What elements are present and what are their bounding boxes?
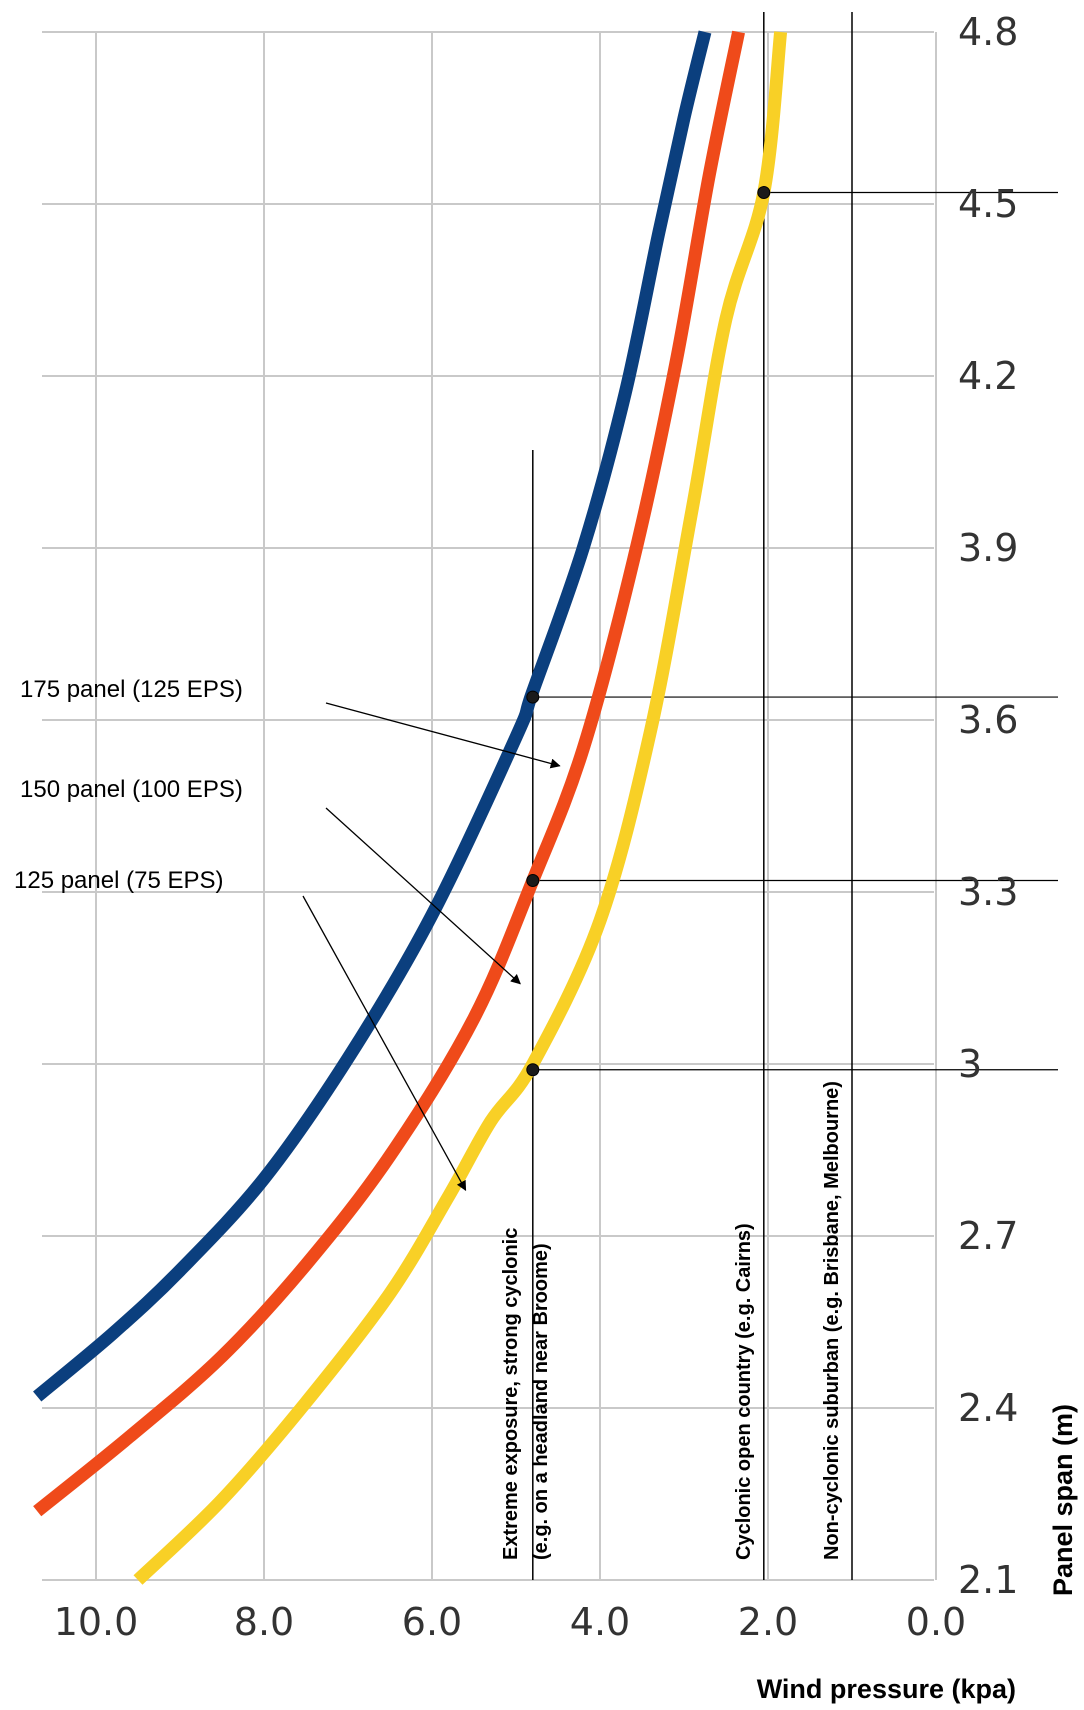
y-tick-label: 4.5 xyxy=(958,182,1018,226)
series-label-175-panel: 175 panel (125 EPS) xyxy=(20,676,243,703)
marked-points xyxy=(526,186,771,1077)
y-tick-label: 4.2 xyxy=(958,354,1018,398)
x-tick-label: 2.0 xyxy=(738,1600,798,1644)
x-axis-title: Wind pressure (kpa) xyxy=(757,1674,1016,1704)
y-tick-label: 3.9 xyxy=(958,526,1018,570)
series-label-arrow xyxy=(325,807,521,985)
y-tick-label: 2.1 xyxy=(958,1558,1018,1602)
intersection-point xyxy=(757,186,771,200)
series-label-arrow xyxy=(302,895,467,1192)
series-label-arrow xyxy=(325,702,561,769)
reference-lines xyxy=(532,12,1058,1580)
y-tick-label: 3.3 xyxy=(958,870,1018,914)
grid xyxy=(42,31,937,1581)
series-125-panel-curve xyxy=(133,31,788,1585)
reference-line-label: Cyclonic open country (e.g. Cairns) xyxy=(733,1223,755,1560)
reference-line-label: Extreme exposure, strong cyclonic xyxy=(500,1228,522,1560)
series-150-panel-curve xyxy=(33,30,745,1517)
labels: 2.1 2.4 2.7 3 3.3 3.6 3.9 4.2 4.5 4.8 10.0 8.0 6.0 4.… xyxy=(14,10,1078,1704)
x-tick-label: 8.0 xyxy=(234,1600,294,1644)
reference-line-label: (e.g. on a headland near Broome) xyxy=(530,1243,552,1560)
x-tick-label: 4.0 xyxy=(570,1600,630,1644)
x-tick-label: 6.0 xyxy=(402,1600,462,1644)
y-tick-label: 2.4 xyxy=(958,1386,1018,1430)
intersection-point xyxy=(526,1063,540,1077)
y-tick-label: 4.8 xyxy=(958,10,1018,54)
y-axis-title: Panel span (m) xyxy=(1048,1404,1078,1596)
y-tick-label: 3 xyxy=(958,1042,982,1086)
y-tick-label: 3.6 xyxy=(958,698,1018,742)
reference-line-label: Non-cyclonic suburban (e.g. Brisbane, Me… xyxy=(821,1081,843,1560)
series-175-panel-curve xyxy=(33,30,712,1402)
y-tick-label: 2.7 xyxy=(958,1214,1018,1258)
x-tick-label: 0.0 xyxy=(906,1600,966,1644)
intersection-point xyxy=(526,874,540,888)
x-tick-label: 10.0 xyxy=(54,1600,139,1644)
series-curves xyxy=(33,30,788,1585)
series-label-150-panel: 150 panel (100 EPS) xyxy=(20,776,243,803)
intersection-point xyxy=(526,690,540,704)
series-label-125-panel: 125 panel (75 EPS) xyxy=(14,867,223,894)
